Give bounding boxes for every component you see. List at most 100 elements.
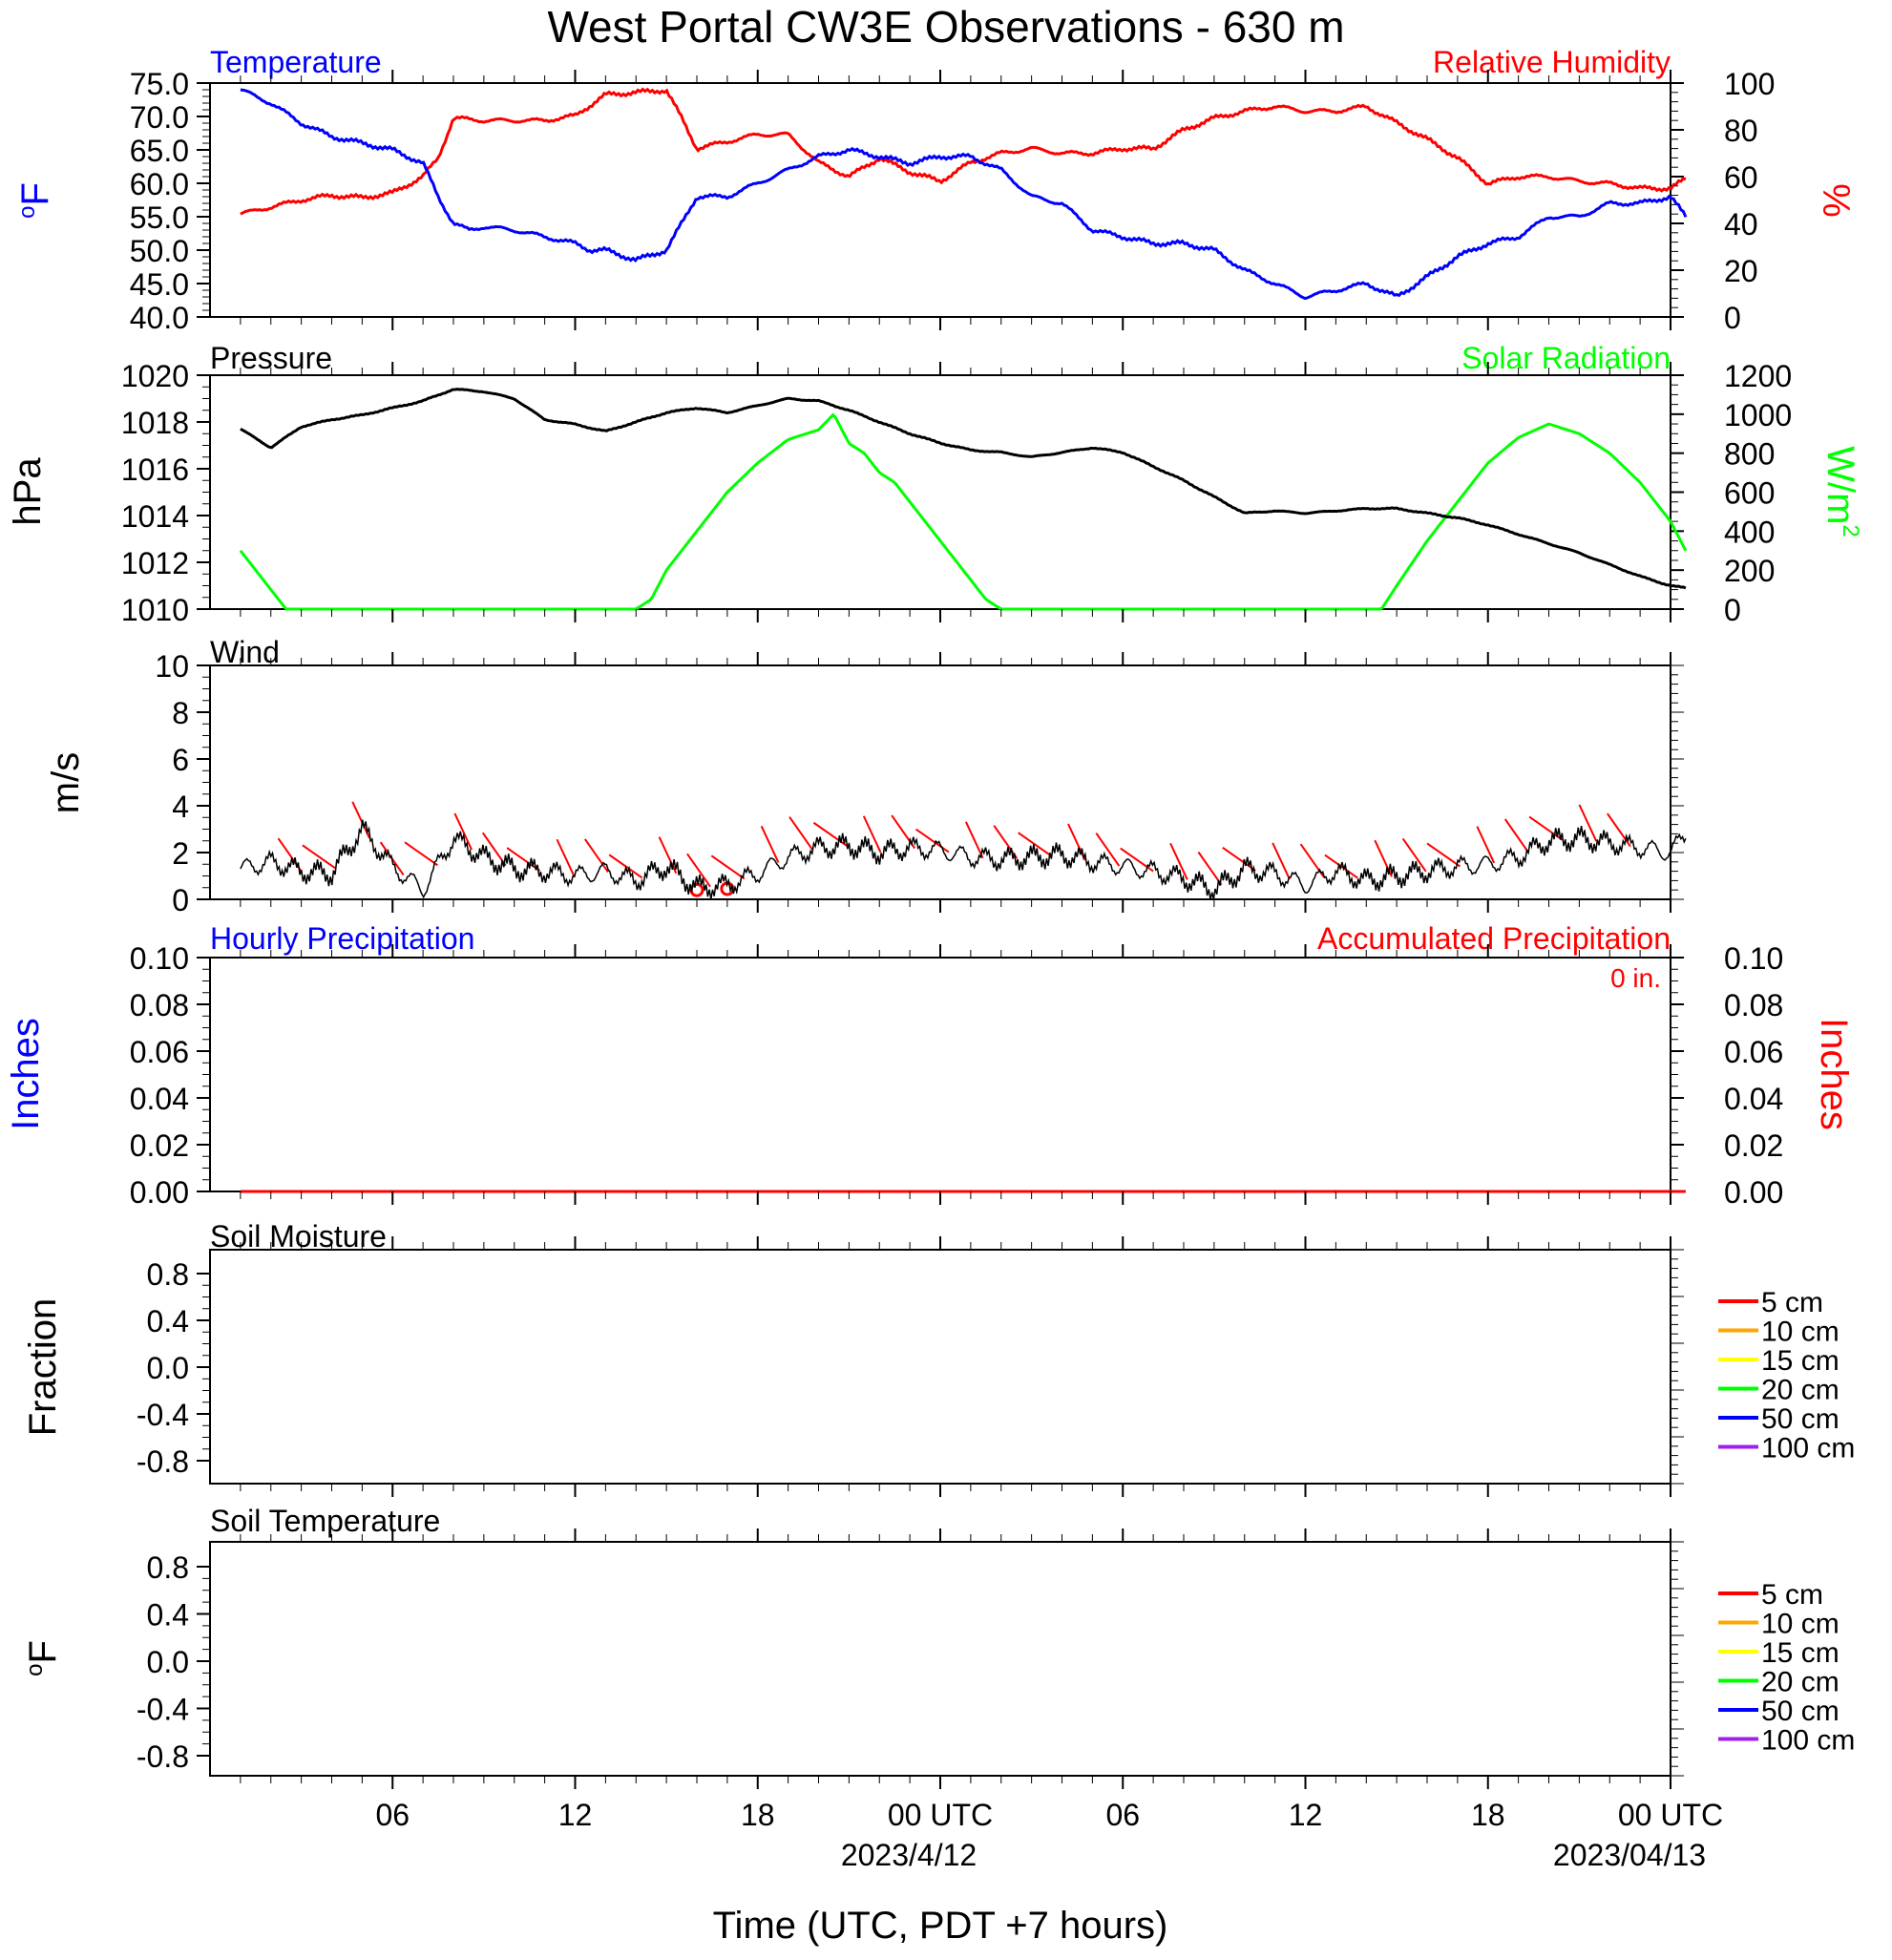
legend-label: 10 cm <box>1761 1317 1839 1348</box>
temperature-axis-tick-label: 55.0 <box>130 200 189 235</box>
accum-precip-title: Accumulated Precipitation <box>1317 921 1671 956</box>
hourly-precip-unit-label: Inches <box>5 1018 47 1130</box>
panel-precip-frame <box>209 957 1671 1192</box>
solar-axis-tick-label: 200 <box>1724 554 1775 588</box>
pressure-axis-tick-label: 1010 <box>121 593 189 627</box>
wind-barb <box>862 815 882 854</box>
pressure-axis-tick-label: 1016 <box>121 453 189 487</box>
humidity-axis-tick-label: 100 <box>1724 67 1775 101</box>
legend-label: 100 cm <box>1761 1725 1855 1757</box>
soil-moisture-axis-tick-label: 0.4 <box>147 1304 189 1338</box>
pressure-axis-tick-label: 1012 <box>121 546 189 580</box>
solar-unit-label: W/m2 <box>1819 446 1863 537</box>
hourly-precip-axis-tick-label: 0.10 <box>130 941 189 976</box>
legend-label: 10 cm <box>1761 1609 1839 1640</box>
accum-precip-axis-tick-label: 0.00 <box>1724 1175 1783 1210</box>
wind-axis-tick-label: 8 <box>172 696 189 730</box>
solar-title: Solar Radiation <box>1461 341 1671 375</box>
temperature-axis: 75.070.065.060.055.050.045.040.0 <box>130 67 210 335</box>
time-tick-label: 12 <box>1289 1798 1323 1832</box>
wind-barb <box>1095 832 1121 867</box>
time-tick-label: 06 <box>1105 1798 1140 1832</box>
soil-temp-unit-label: oF <box>22 1640 64 1676</box>
wind-barb <box>1169 842 1188 880</box>
humidity-unit-label: % <box>1815 183 1857 218</box>
wind-barb <box>1578 804 1598 842</box>
pressure-axis: 1020 1018 1016 1014 1012 1010 <box>121 359 210 627</box>
accum-precip-axis: 0.10 0.08 0.06 0.04 0.02 0.00 <box>1671 941 1783 1210</box>
wind-barb <box>1272 842 1291 880</box>
hourly-precip-title: Hourly Precipitation <box>210 921 474 956</box>
x-axis-label: Time (UTC, PDT +7 hours) <box>713 1905 1168 1947</box>
temperature-axis-tick-label: 60.0 <box>130 167 189 201</box>
soil-temp-axis-tick-label: -0.8 <box>137 1739 189 1774</box>
wind-barb <box>1120 847 1154 873</box>
panel-soil-moisture: Soil Moisture Fraction 0.8 0.4 0.0 -0.4 -0.8… <box>22 1219 1855 1485</box>
soil-moisture-axis-tick-label: 0.0 <box>147 1351 189 1385</box>
pressure-axis-tick-label: 1018 <box>121 406 189 440</box>
wind-axis-tick-label: 4 <box>172 790 189 824</box>
wind-barb <box>1197 851 1223 886</box>
wind-barb <box>914 828 950 854</box>
panel-wind: Wind m/s 10 8 6 4 2 0 <box>45 635 1687 917</box>
wind-barb <box>788 816 813 851</box>
temperature-axis-tick-label: 65.0 <box>130 134 189 168</box>
wind-barb <box>1476 826 1496 864</box>
wind-barb <box>1222 847 1256 872</box>
wind-unit-label: m/s <box>45 752 87 813</box>
solar-axis-tick-label: 1000 <box>1724 398 1792 432</box>
temperature-line <box>240 88 1688 301</box>
time-tick-label: 18 <box>1471 1798 1505 1832</box>
date-label-1: 2023/4/12 <box>841 1838 977 1872</box>
time-axis: 06 12 18 00 UTC 06 12 18 00 UTC <box>240 70 1723 1832</box>
wind-barb <box>1426 842 1461 868</box>
legend-label: 15 cm <box>1761 1637 1839 1669</box>
humidity-axis-tick-label: 40 <box>1724 207 1758 242</box>
humidity-axis-tick-label: 20 <box>1724 254 1758 288</box>
solar-axis-tick-label: 1200 <box>1724 359 1792 393</box>
wind-barb <box>964 821 984 859</box>
figure-title: West Portal CW3E Observations - 630 m <box>547 2 1344 52</box>
panel-soil-moisture-frame <box>209 1249 1671 1485</box>
panel-soil-temp: Soil Temperature oF 0.8 0.4 0.0 -0.4 -0.8 5 … <box>22 1504 1855 1777</box>
soil-moisture-unit-label: Fraction <box>22 1298 64 1437</box>
legend-label: 100 cm <box>1761 1433 1855 1465</box>
hourly-precip-axis-tick-label: 0.02 <box>130 1128 189 1163</box>
soil-moisture-axis: 0.8 0.4 0.0 -0.4 -0.8 <box>137 1249 1684 1485</box>
wind-barb <box>584 838 609 873</box>
wind-barb <box>1607 812 1631 848</box>
soil-temp-axis-tick-label: -0.4 <box>137 1693 189 1727</box>
panel-soil-temp-frame <box>209 1541 1671 1777</box>
time-tick-label: 06 <box>375 1798 410 1832</box>
pressure-axis-tick-label: 1020 <box>121 359 189 393</box>
wind-barb <box>760 825 780 863</box>
wind-axis-tick-label: 10 <box>155 649 189 684</box>
panel-wind-frame <box>209 664 1671 900</box>
wind-line <box>240 819 1687 900</box>
wind-axis-tick-label: 2 <box>172 836 189 871</box>
panel-pressure-frame <box>209 374 1671 610</box>
legend-label: 50 cm <box>1761 1403 1839 1435</box>
temperature-axis-tick-label: 70.0 <box>130 100 189 135</box>
soil-temp-title: Soil Temperature <box>210 1504 440 1538</box>
accum-precip-axis-tick-label: 0.08 <box>1724 988 1783 1022</box>
wind-barb <box>556 838 576 876</box>
wind-barb <box>1401 837 1427 873</box>
time-tick-label: 18 <box>741 1798 775 1832</box>
wind-barb <box>1503 818 1529 853</box>
panel-temp-rh-frame <box>209 82 1671 318</box>
wind-barb <box>506 847 541 873</box>
pressure-unit-label: hPa <box>7 457 49 526</box>
soil-moisture-axis-tick-label: -0.8 <box>137 1444 189 1479</box>
accum-precip-unit-label: Inches <box>1813 1018 1855 1130</box>
legend-label: 5 cm <box>1761 1287 1823 1318</box>
time-tick-label: 00 UTC <box>888 1798 993 1832</box>
panel-pressure-solar: Pressure Solar Radiation hPa W/m2 102010… <box>7 341 1863 627</box>
accum-precip-axis-tick-label: 0.06 <box>1724 1035 1783 1069</box>
wind-barb <box>302 844 336 870</box>
date-label-2: 2023/04/13 <box>1553 1838 1706 1872</box>
soil-temp-axis-tick-label: 0.0 <box>147 1645 189 1679</box>
temperature-axis-tick-label: 45.0 <box>130 267 189 302</box>
